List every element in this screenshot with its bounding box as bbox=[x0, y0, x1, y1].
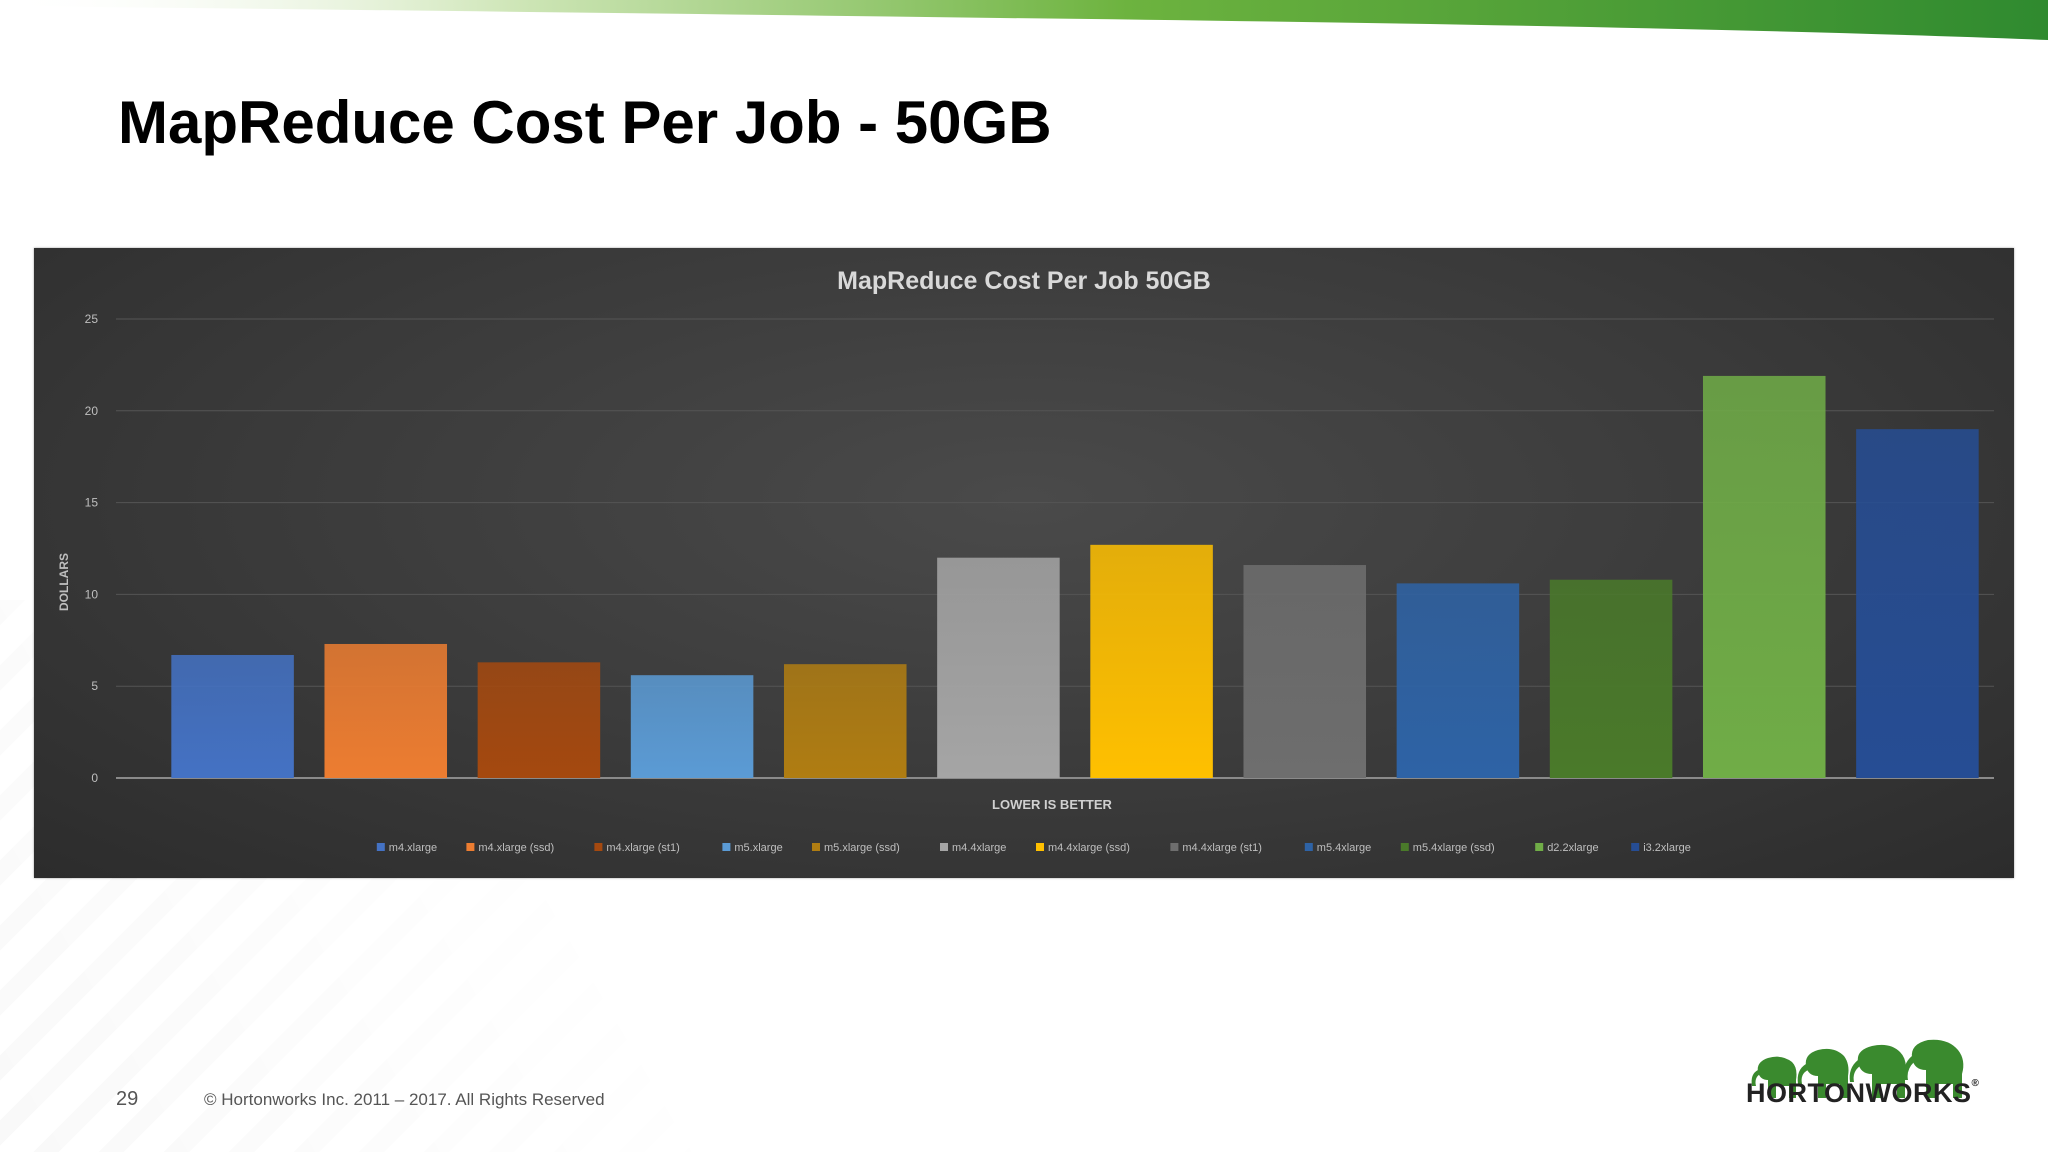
bar-m5-4xlarge-ssd bbox=[1549, 579, 1673, 778]
bar-m4-4xlarge-st1 bbox=[1243, 565, 1367, 778]
legend-label: m5.xlarge (ssd) bbox=[824, 842, 900, 854]
bar-m4-4xlarge-ssd bbox=[1090, 544, 1213, 778]
legend-label: m5.4xlarge (ssd) bbox=[1413, 842, 1495, 854]
legend-label: m4.4xlarge (st1) bbox=[1182, 842, 1261, 854]
logo-registered-mark: ® bbox=[1971, 1078, 1980, 1089]
y-tick-label: 10 bbox=[85, 587, 99, 601]
x-axis-label: LOWER IS BETTER bbox=[992, 797, 1113, 812]
legend-label: i3.2xlarge bbox=[1643, 842, 1691, 854]
bar-m4-4xlarge bbox=[937, 557, 1060, 778]
legend-label: m4.4xlarge (ssd) bbox=[1048, 842, 1130, 854]
legend-swatch bbox=[376, 843, 385, 851]
legend-label: d2.2xlarge bbox=[1547, 842, 1598, 854]
logo-wordmark: HORTONWORKS® bbox=[1746, 1078, 1979, 1109]
bar-m4-xlarge-st1 bbox=[477, 662, 601, 778]
y-axis-label: DOLLARS bbox=[57, 553, 71, 611]
bar-m5-4xlarge bbox=[1396, 583, 1520, 778]
y-tick-label: 15 bbox=[85, 496, 99, 510]
legend-swatch bbox=[1535, 843, 1544, 851]
legend-swatch bbox=[466, 843, 475, 851]
bar-m4-xlarge bbox=[171, 654, 294, 778]
legend-label: m4.xlarge bbox=[389, 842, 437, 854]
legend-label: m4.xlarge (st1) bbox=[606, 842, 679, 854]
y-tick-label: 5 bbox=[91, 679, 98, 693]
legend-label: m4.4xlarge bbox=[952, 842, 1006, 854]
page-number: 29 bbox=[116, 1088, 139, 1110]
legend-swatch bbox=[1631, 843, 1640, 851]
legend-swatch bbox=[1304, 843, 1313, 851]
bar-m5-xlarge-ssd bbox=[783, 664, 907, 778]
legend-swatch bbox=[1400, 843, 1409, 851]
y-tick-label: 0 bbox=[91, 771, 98, 785]
legend-label: m5.4xlarge bbox=[1317, 842, 1371, 854]
y-tick-label: 25 bbox=[85, 312, 99, 326]
legend-label: m4.xlarge (ssd) bbox=[478, 842, 554, 854]
legend-swatch bbox=[1036, 843, 1044, 851]
hortonworks-elephants-logo bbox=[1751, 1039, 1964, 1098]
bar-m5-xlarge bbox=[630, 675, 754, 778]
bar-m4-xlarge-ssd bbox=[324, 643, 448, 778]
legend-label: m5.xlarge bbox=[734, 842, 782, 854]
top-green-band bbox=[0, 0, 2048, 40]
bar-i3-2xlarge bbox=[1856, 429, 1979, 778]
legend-swatch bbox=[594, 843, 603, 851]
legend-swatch bbox=[940, 843, 948, 851]
legend-swatch bbox=[812, 843, 820, 851]
bar-chart: MapReduce Cost Per Job 50GB DOLLARS LOWE… bbox=[57, 267, 1994, 854]
slide-title: MapReduce Cost Per Job - 50GB bbox=[118, 89, 1052, 156]
bar-d2-2xlarge bbox=[1702, 375, 1826, 778]
chart-panel: MapReduce Cost Per Job 50GB DOLLARS LOWE… bbox=[34, 248, 2014, 878]
legend-swatch bbox=[722, 843, 731, 851]
logo-text: HORTONWORKS bbox=[1746, 1078, 1972, 1108]
y-tick-label: 20 bbox=[85, 404, 99, 418]
legend-swatch bbox=[1170, 843, 1179, 851]
chart-title: MapReduce Cost Per Job 50GB bbox=[837, 267, 1211, 295]
copyright-text: © Hortonworks Inc. 2011 – 2017. All Righ… bbox=[204, 1090, 605, 1109]
